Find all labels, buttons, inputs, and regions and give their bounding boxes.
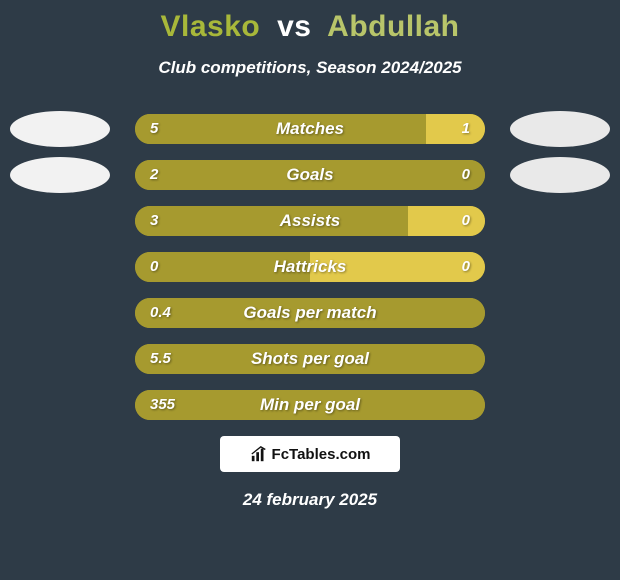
stat-label: Min per goal [135, 390, 485, 420]
branding-text: FcTables.com [272, 446, 371, 463]
title: Vlasko vs Abdullah [0, 0, 620, 44]
branding-badge: FcTables.com [220, 436, 400, 472]
player1-name: Vlasko [160, 10, 260, 43]
date: 24 february 2025 [0, 490, 620, 510]
stat-label: Goals [135, 160, 485, 190]
stat-label: Assists [135, 206, 485, 236]
avatar-left [10, 157, 110, 193]
chart-icon [250, 445, 268, 463]
title-vs: vs [277, 10, 311, 43]
stat-row: Shots per goal5.5 [0, 344, 620, 374]
avatar-right [510, 111, 610, 147]
stat-value-left: 0 [150, 252, 158, 282]
stat-label: Goals per match [135, 298, 485, 328]
stat-row: Goals2 0 [0, 160, 620, 190]
stat-label: Matches [135, 114, 485, 144]
stat-value-right: 0 [462, 206, 470, 236]
stat-value-left: 2 [150, 160, 158, 190]
chart-area: Matches51Goals20Assists30Hattricks00Goal… [0, 114, 620, 420]
subtitle: Club competitions, Season 2024/2025 [0, 58, 620, 78]
player2-name: Abdullah [327, 10, 459, 43]
stat-value-left: 5.5 [150, 344, 171, 374]
avatar-right [510, 157, 610, 193]
stat-label: Shots per goal [135, 344, 485, 374]
stat-value-left: 355 [150, 390, 175, 420]
stat-row: Min per goal355 [0, 390, 620, 420]
stat-value-right: 0 [462, 160, 470, 190]
stat-value-left: 3 [150, 206, 158, 236]
stat-value-left: 0.4 [150, 298, 171, 328]
comparison-infographic: Vlasko vs Abdullah Club competitions, Se… [0, 0, 620, 580]
stat-row: Hattricks0 0 [0, 252, 620, 282]
stat-value-right: 1 [462, 114, 470, 144]
stat-label: Hattricks [135, 252, 485, 282]
stat-row: Assists3 0 [0, 206, 620, 236]
stat-row: Matches5 1 [0, 114, 620, 144]
avatar-left [10, 111, 110, 147]
stat-row: Goals per match0.4 [0, 298, 620, 328]
stat-value-left: 5 [150, 114, 158, 144]
stat-value-right: 0 [462, 252, 470, 282]
